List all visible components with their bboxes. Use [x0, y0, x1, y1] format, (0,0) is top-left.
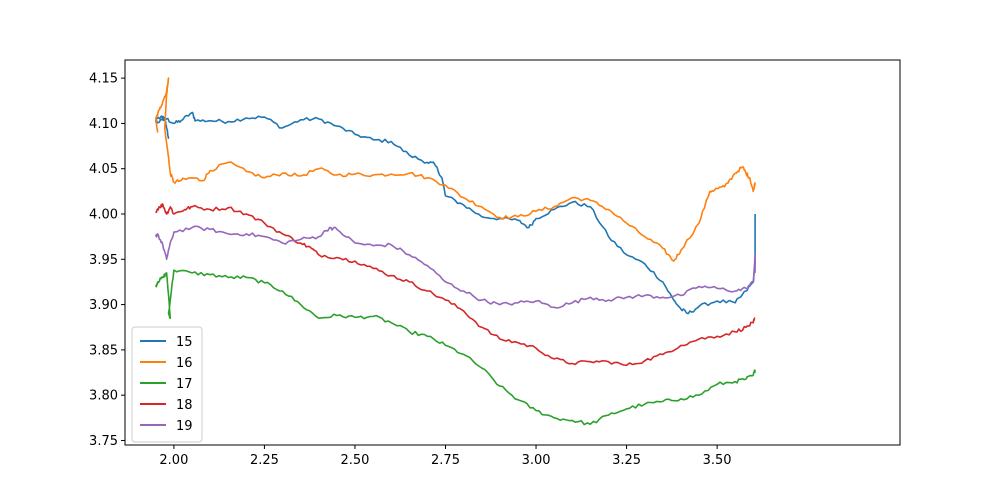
plot-area-frame — [124, 59, 901, 446]
y-tick-label: 4.00 — [89, 208, 118, 223]
y-tick-label: 3.90 — [89, 298, 118, 313]
legend-label-15: 15 — [176, 335, 193, 350]
series-line-17 — [155, 269, 756, 426]
x-axis: 2.00 2.25 2.50 2.75 3.00 3.25 3.50 — [159, 445, 732, 468]
x-tick-label: 2.75 — [431, 453, 460, 468]
y-tick-label: 3.75 — [89, 434, 118, 449]
y-tick-label: 3.85 — [89, 343, 118, 358]
legend-label-17: 17 — [176, 377, 193, 392]
legend-label-16: 16 — [176, 356, 193, 371]
y-tick-label: 4.05 — [89, 162, 118, 177]
y-axis: 3.75 3.80 3.85 3.90 3.95 4.00 4.05 4.10 4.15 — [89, 72, 125, 449]
series-line-18 — [155, 203, 756, 367]
legend-label-18: 18 — [176, 398, 193, 413]
y-tick-label: 4.15 — [89, 72, 118, 87]
legend-label-19: 19 — [176, 419, 193, 434]
y-tick-label: 4.10 — [89, 117, 118, 132]
legend-box — [131, 326, 203, 443]
x-tick-label: 3.00 — [522, 453, 551, 468]
legend: 15 16 17 18 19 — [131, 326, 203, 443]
y-tick-label: 3.80 — [89, 389, 118, 404]
y-tick-label: 3.95 — [89, 253, 118, 268]
x-tick-label: 3.25 — [612, 453, 641, 468]
x-tick-label: 2.50 — [340, 453, 369, 468]
x-tick-label: 3.50 — [703, 453, 732, 468]
x-tick-label: 2.00 — [159, 453, 188, 468]
x-tick-label: 2.25 — [250, 453, 279, 468]
series-line-15 — [155, 111, 756, 315]
series-line-16 — [155, 77, 756, 262]
series-line-19 — [155, 225, 756, 309]
plot-series-group — [155, 77, 756, 426]
